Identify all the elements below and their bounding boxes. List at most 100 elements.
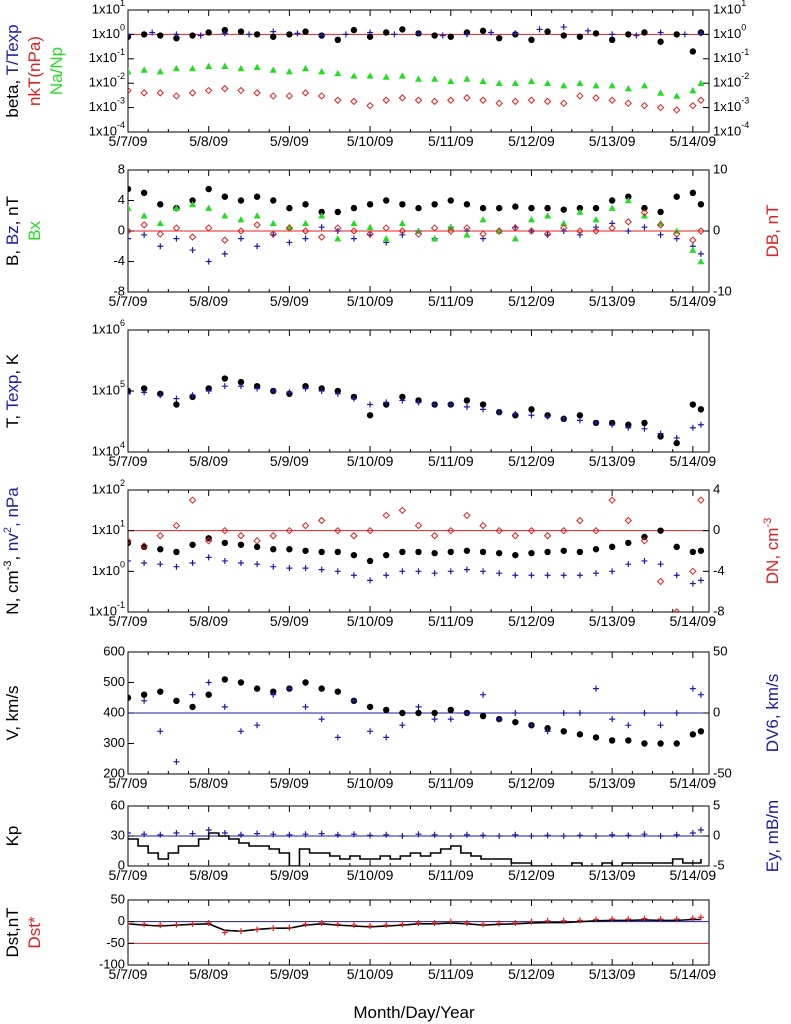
data-point	[608, 96, 616, 104]
data-point	[697, 201, 705, 208]
data-point	[697, 577, 704, 584]
data-point	[318, 388, 325, 394]
data-point	[657, 38, 664, 45]
data-point	[173, 34, 180, 42]
data-point	[592, 30, 600, 37]
data-point	[128, 235, 131, 242]
data-point	[511, 97, 520, 106]
data-point	[334, 921, 341, 928]
data-point	[128, 710, 131, 716]
data-point	[253, 221, 261, 229]
data-point	[334, 69, 342, 77]
data-point	[625, 228, 632, 234]
x-tick-label: 5/14/09	[670, 293, 717, 309]
data-point	[527, 216, 535, 223]
data-point	[318, 566, 325, 573]
series-2	[128, 827, 704, 839]
data-point	[173, 395, 180, 402]
data-point	[221, 236, 229, 244]
data-point	[237, 65, 245, 72]
data-point	[415, 703, 422, 710]
data-point	[270, 546, 277, 553]
data-point	[593, 570, 600, 577]
data-point	[253, 31, 261, 38]
series-1	[128, 185, 705, 216]
data-point	[697, 96, 705, 104]
data-point	[302, 201, 309, 208]
data-point	[173, 697, 180, 704]
data-point	[246, 31, 253, 38]
x-tick-label: 5/7/09	[109, 133, 148, 149]
data-point	[697, 691, 704, 698]
data-point	[495, 79, 503, 86]
data-point	[543, 230, 552, 238]
x-tick-label: 5/12/09	[508, 133, 555, 149]
x-tick-label: 5/14/09	[670, 775, 717, 791]
y-tick-label: 1x106	[92, 318, 125, 336]
data-point	[415, 568, 422, 575]
data-point	[188, 496, 197, 504]
x-tick-label: 5/13/09	[589, 775, 636, 791]
data-point	[128, 387, 132, 395]
data-point	[673, 710, 680, 716]
data-point	[149, 29, 156, 36]
data-point	[350, 831, 357, 838]
right-axis-label: Ey, mB/m	[763, 800, 782, 872]
data-point	[697, 227, 705, 235]
data-point	[544, 832, 551, 839]
data-point	[697, 250, 704, 257]
y-tick-label: 1x104	[92, 440, 125, 458]
right-y-tick-label: -8	[713, 603, 725, 618]
data-point	[141, 231, 148, 238]
right-y-tick-label: 0	[713, 522, 720, 537]
data-point	[156, 68, 164, 75]
data-point	[334, 688, 342, 695]
data-point	[140, 543, 148, 551]
data-point	[350, 395, 357, 402]
data-point	[689, 87, 697, 94]
data-point	[536, 26, 543, 33]
data-point	[657, 722, 664, 729]
data-point	[624, 99, 633, 108]
data-point	[592, 227, 600, 235]
data-point	[560, 206, 567, 213]
data-point	[496, 833, 503, 839]
x-tick-label: 5/13/09	[589, 966, 636, 982]
y-tick-label: 60	[111, 797, 125, 812]
data-point	[697, 547, 705, 554]
data-point	[286, 31, 293, 38]
data-point	[689, 424, 696, 431]
data-point	[697, 728, 705, 735]
data-point	[382, 235, 390, 242]
data-point	[560, 710, 567, 716]
data-point	[640, 537, 649, 545]
data-point	[479, 96, 487, 104]
plot-area	[128, 914, 704, 936]
data-point	[128, 537, 132, 545]
data-point	[512, 831, 519, 838]
data-point	[399, 26, 406, 33]
data-point	[447, 526, 455, 535]
x-tick-label: 5/8/09	[189, 293, 228, 309]
data-point	[697, 496, 705, 504]
data-point	[528, 204, 535, 212]
data-point	[544, 728, 551, 735]
data-point	[543, 97, 552, 106]
data-point	[398, 227, 407, 235]
data-point	[269, 219, 277, 227]
data-point	[366, 201, 374, 208]
series-2	[128, 220, 704, 265]
data-point	[204, 86, 213, 95]
data-point	[221, 526, 229, 535]
data-point	[656, 103, 665, 112]
data-point	[366, 101, 374, 110]
data-point	[463, 511, 471, 520]
chart-panel-5: 5/7/09 5/8/09 5/9/09 5/10/09 5/11/09 5/12/09 5…	[103, 643, 732, 791]
data-point	[254, 722, 261, 729]
data-point	[689, 915, 696, 922]
data-point	[302, 921, 309, 928]
data-point	[318, 548, 325, 556]
data-point	[544, 28, 551, 35]
chart-panel-2: 5/7/09 5/8/09 5/9/09 5/10/09 5/11/09 5/12/09 5…	[109, 161, 732, 309]
